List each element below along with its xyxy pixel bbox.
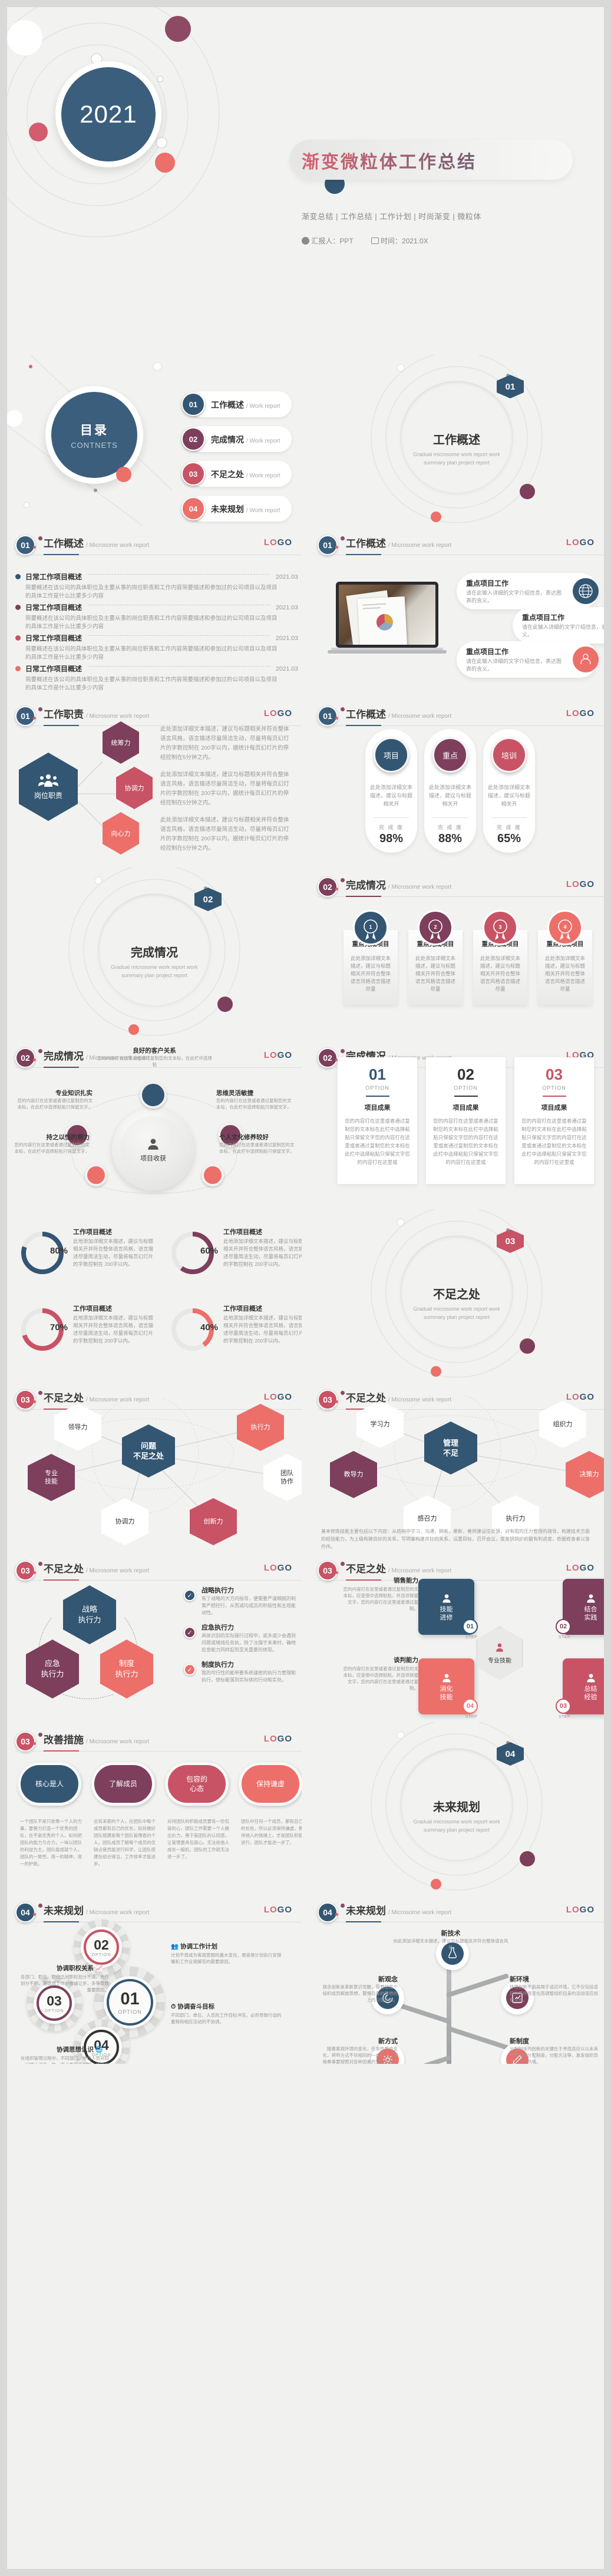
svg-text:2: 2: [434, 924, 437, 930]
svg-text:3: 3: [498, 924, 501, 930]
svg-text:4: 4: [563, 924, 566, 930]
svg-text:1: 1: [369, 924, 372, 930]
